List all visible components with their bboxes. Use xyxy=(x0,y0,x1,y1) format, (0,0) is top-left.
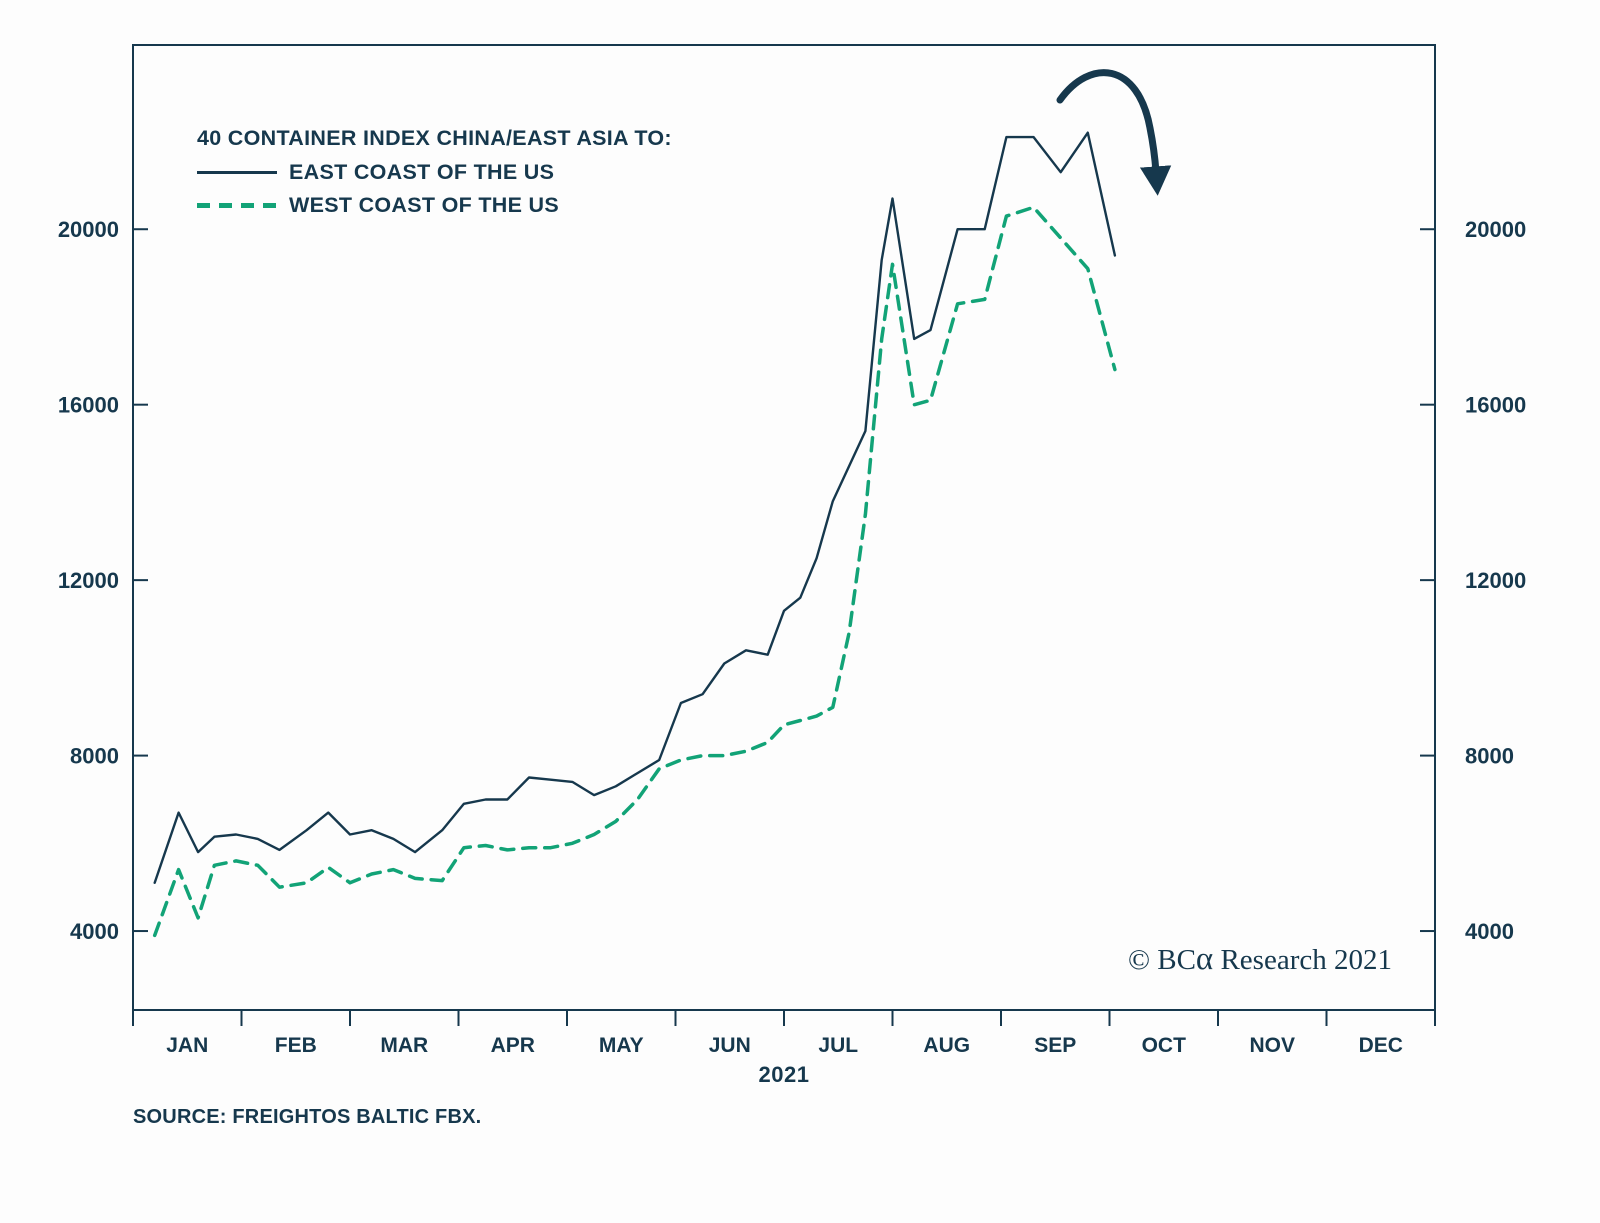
y-tick-label-left: 12000 xyxy=(58,568,119,593)
y-tick-label-left: 16000 xyxy=(58,393,119,418)
y-tick-label-right: 12000 xyxy=(1465,568,1526,593)
month-label: MAY xyxy=(599,1034,644,1057)
month-label: MAR xyxy=(380,1034,428,1057)
x-axis-year: 2021 xyxy=(758,1062,810,1087)
legend-item-east: EAST COAST OF THE US xyxy=(197,160,672,185)
month-label: DEC xyxy=(1359,1034,1403,1057)
y-tick-label-left: 20000 xyxy=(58,217,119,242)
y-tick-label-right: 8000 xyxy=(1465,744,1514,769)
east-line-sample xyxy=(197,171,277,174)
y-tick-label-left: 8000 xyxy=(70,744,119,769)
month-label: FEB xyxy=(275,1034,317,1057)
y-tick-label-left: 4000 xyxy=(70,919,119,944)
month-label: AUG xyxy=(923,1034,970,1057)
legend-west-label: WEST COAST OF THE US xyxy=(289,193,559,217)
y-tick-label-right: 4000 xyxy=(1465,919,1514,944)
month-label: SEP xyxy=(1034,1034,1076,1057)
east-coast-series xyxy=(153,131,1117,884)
legend: 40 CONTAINER INDEX CHINA/EAST ASIA TO: E… xyxy=(197,126,672,218)
west-coast-series xyxy=(152,205,1117,938)
legend-east-label: EAST COAST OF THE US xyxy=(289,160,555,184)
month-label: JUN xyxy=(709,1034,751,1057)
month-label: NOV xyxy=(1249,1034,1295,1057)
west-line-sample xyxy=(197,203,277,208)
legend-title: 40 CONTAINER INDEX CHINA/EAST ASIA TO: xyxy=(197,126,672,150)
y-tick-label-right: 20000 xyxy=(1465,217,1526,242)
month-label: APR xyxy=(491,1034,535,1057)
source-note: SOURCE: FREIGHTOS BALTIC FBX. xyxy=(133,1106,482,1128)
month-label: JUL xyxy=(818,1034,858,1057)
bca-research-watermark: © BCα Research 2021 xyxy=(1127,941,1392,977)
y-tick-label-right: 16000 xyxy=(1465,393,1526,418)
month-label: JAN xyxy=(166,1034,208,1057)
month-label: OCT xyxy=(1142,1034,1187,1057)
trend-down-arrow xyxy=(1056,69,1172,196)
legend-item-west: WEST COAST OF THE US xyxy=(197,193,672,218)
